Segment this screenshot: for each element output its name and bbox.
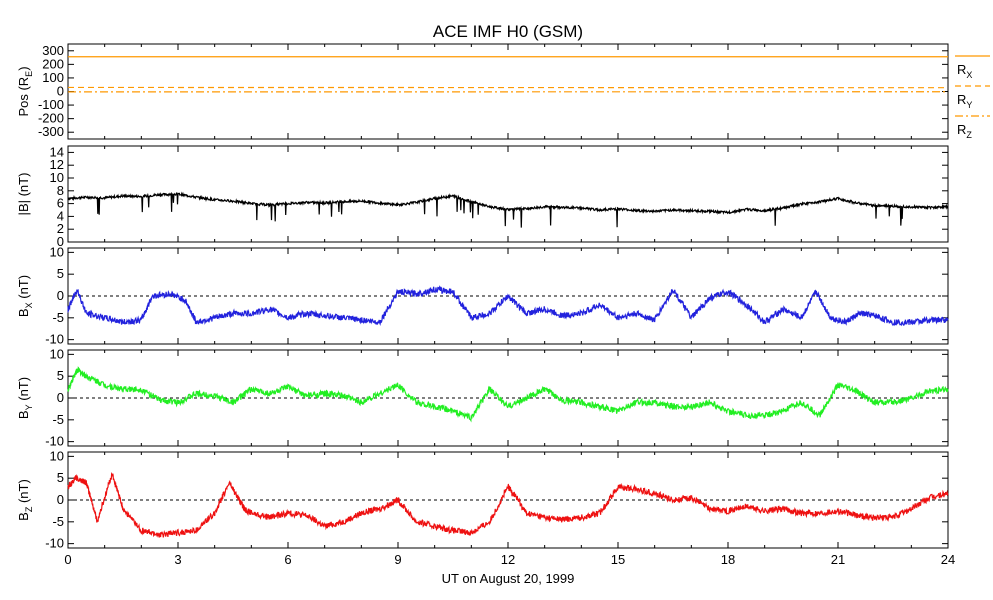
x-tick-label: 15	[611, 552, 625, 567]
y-tick-label: 0	[57, 288, 64, 303]
y-tick-label: 5	[57, 368, 64, 383]
x-tick-label: 3	[174, 552, 181, 567]
y-tick-label: -5	[52, 514, 64, 529]
x-tick-label: 9	[394, 552, 401, 567]
y-axis-label: BZ (nT)	[16, 479, 34, 521]
legend-label: RY	[957, 92, 972, 110]
y-tick-label: -100	[38, 97, 64, 112]
x-tick-label: 12	[501, 552, 515, 567]
x-tick-label: 0	[64, 552, 71, 567]
y-tick-label: 8	[57, 183, 64, 198]
y-tick-label: -10	[45, 536, 64, 551]
chart-title: ACE IMF H0 (GSM)	[433, 22, 583, 41]
y-tick-label: 0	[57, 84, 64, 99]
y-tick-label: 0	[57, 390, 64, 405]
series-line-by	[67, 366, 949, 423]
series-line-bx	[67, 285, 949, 327]
y-tick-label: 10	[50, 448, 64, 463]
y-tick-label: -10	[45, 434, 64, 449]
legend-label: RX	[957, 62, 972, 80]
y-tick-label: -300	[38, 124, 64, 139]
y-tick-label: 5	[57, 266, 64, 281]
y-tick-label: -5	[52, 412, 64, 427]
y-tick-label: 10	[50, 244, 64, 259]
y-tick-label: 100	[42, 70, 64, 85]
panel-3: 10 5 0 -5 -10 BY (nT)	[16, 346, 949, 449]
y-tick-label: 10	[50, 170, 64, 185]
y-tick-label: 12	[50, 157, 64, 172]
y-tick-label: 14	[50, 144, 64, 159]
y-tick-label: 5	[57, 470, 64, 485]
y-tick-label: 6	[57, 196, 64, 211]
y-tick-label: -200	[38, 111, 64, 126]
panel-4: 10 5 0 -5 -10 BZ (nT) 0 3 6 9 12 15 18 21 24	[16, 448, 955, 567]
y-tick-label: 2	[57, 221, 64, 236]
y-tick-label: -5	[52, 310, 64, 325]
y-tick-label: 0	[57, 234, 64, 249]
y-tick-label: 4	[57, 208, 64, 223]
y-tick-label: 10	[50, 346, 64, 361]
y-axis-label: Pos (RE)	[16, 66, 34, 116]
panel-frame	[67, 145, 949, 243]
x-tick-label: 18	[721, 552, 735, 567]
y-tick-label: 200	[42, 56, 64, 71]
y-tick-label: 0	[57, 492, 64, 507]
x-tick-label: 6	[284, 552, 291, 567]
legend-label: RZ	[957, 122, 972, 140]
y-axis-label: BX (nT)	[16, 275, 34, 317]
x-tick-label: 24	[941, 552, 955, 567]
x-axis-label: UT on August 20, 1999	[442, 571, 575, 586]
series-line-b	[67, 191, 949, 228]
series-line-bz	[67, 471, 949, 538]
y-tick-label: -10	[45, 332, 64, 347]
panel-2: 10 5 0 -5 -10 BX (nT)	[16, 244, 949, 347]
y-axis-label: BY (nT)	[16, 377, 34, 419]
x-tick-label: 21	[831, 552, 845, 567]
y-tick-label: 300	[42, 43, 64, 58]
y-axis-label: |B| (nT)	[16, 173, 31, 216]
